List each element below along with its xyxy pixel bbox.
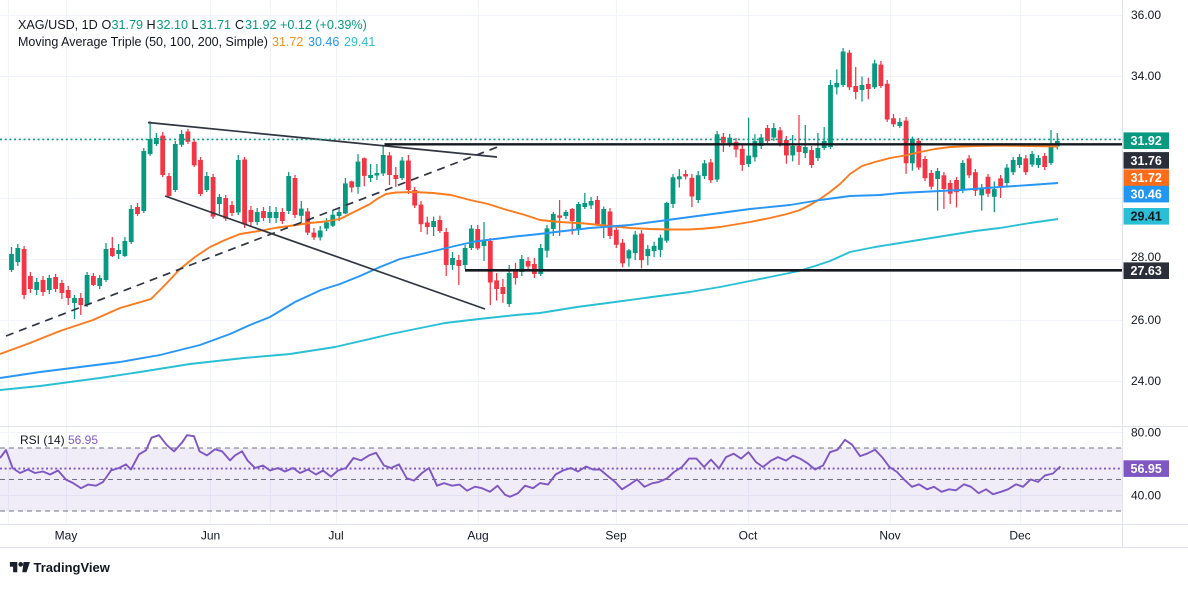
svg-text:C: C [235,18,244,32]
svg-text:TradingView: TradingView [34,560,111,575]
svg-text:29.41: 29.41 [1131,210,1162,224]
svg-text:28.00: 28.00 [1131,250,1161,264]
svg-text:26.00: 26.00 [1131,313,1161,327]
svg-text:Jun: Jun [201,529,220,543]
svg-text:Jul: Jul [328,529,343,543]
svg-text:Moving Average Triple (50, 100: Moving Average Triple (50, 100, 200, Sim… [18,35,268,49]
svg-text:L: L [192,18,199,32]
svg-text:31.92: 31.92 [1131,134,1162,148]
svg-text:32.10: 32.10 [157,18,189,32]
svg-text:Dec: Dec [1009,529,1030,543]
svg-text:24.00: 24.00 [1131,374,1161,388]
svg-text:30.46: 30.46 [308,35,339,49]
svg-text:31.72: 31.72 [1131,171,1162,185]
svg-text:Nov: Nov [879,529,900,543]
svg-text:56.95: 56.95 [1131,462,1162,476]
svg-text:80.00: 80.00 [1131,425,1161,439]
svg-text:31.71: 31.71 [200,18,232,32]
svg-text:XAG/USD, 1D: XAG/USD, 1D [18,18,98,32]
svg-text:May: May [55,529,78,543]
svg-text:31.76: 31.76 [1131,154,1162,168]
svg-text:27.63: 27.63 [1131,264,1162,278]
svg-text:29.41: 29.41 [344,35,375,49]
svg-text:Oct: Oct [739,529,758,543]
svg-text:Sep: Sep [605,529,627,543]
svg-text:31.79: 31.79 [112,18,144,32]
svg-text:34.00: 34.00 [1131,69,1161,83]
svg-text:31.92: 31.92 [245,18,277,32]
svg-text:H: H [147,18,156,32]
svg-text:56.95: 56.95 [68,433,98,447]
svg-text:+0.12 (+0.39%): +0.12 (+0.39%) [280,18,367,32]
svg-text:Aug: Aug [467,529,488,543]
svg-text:O: O [102,18,112,32]
svg-text:30.46: 30.46 [1131,188,1162,202]
svg-text:RSI (14): RSI (14) [20,433,65,447]
svg-text:31.72: 31.72 [272,35,303,49]
svg-text:36.00: 36.00 [1131,8,1161,22]
svg-text:40.00: 40.00 [1131,488,1161,502]
